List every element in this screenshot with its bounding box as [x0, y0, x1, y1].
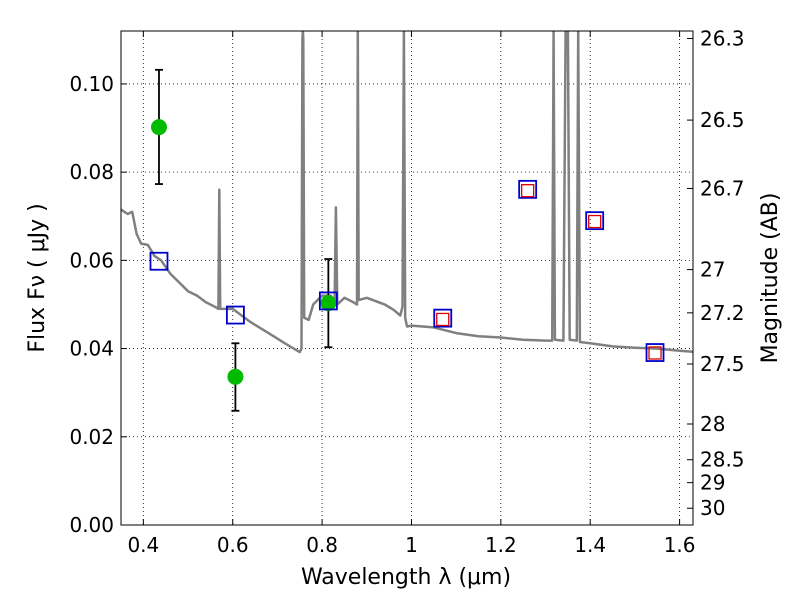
- x-axis-label: Wavelength λ (μm): [301, 565, 511, 590]
- plot-frame: [120, 30, 694, 526]
- y-tick-label: 0.02: [69, 425, 114, 449]
- model-square-red: [648, 346, 662, 360]
- y2-tick-label: 27.2: [700, 301, 745, 325]
- observed-point: [227, 368, 244, 385]
- model-square-blue: [149, 251, 169, 271]
- x-tick-label: 0.6: [217, 533, 249, 557]
- model-square-blue: [433, 308, 453, 328]
- x-tick-label: 1: [405, 533, 418, 557]
- observed-point: [320, 295, 337, 312]
- model-square-red: [436, 312, 450, 327]
- y2-tick-label: 29: [700, 471, 725, 495]
- y2-tick-label: 27: [700, 258, 725, 282]
- y2-tick-label: 26.5: [700, 108, 745, 132]
- x-tick-label: 1.4: [574, 533, 606, 557]
- observed-point: [150, 119, 167, 136]
- x-tick-label: 1.6: [664, 533, 696, 557]
- y-tick-label: 0.08: [69, 160, 114, 184]
- y2-axis-label: Magnitude (AB): [758, 193, 783, 364]
- grid: [121, 31, 693, 526]
- y-tick-label: 0.04: [69, 337, 114, 361]
- x-tick-label: 1.2: [485, 533, 517, 557]
- model-square-blue: [225, 305, 245, 325]
- x-tick-label: 0.8: [306, 533, 338, 557]
- axis-ticks: 0.4 0.6 0.8 1 1.2 1.4 1.6 0.00 0.02 0.04 0.06 0.08 0…: [69, 26, 744, 557]
- y2-tick-label: 26.7: [700, 176, 745, 200]
- y-tick-label: 0.10: [69, 72, 114, 96]
- y2-tick-label: 30: [700, 496, 725, 520]
- model-square-blue: [585, 211, 605, 231]
- photometry-markers: [149, 68, 665, 412]
- y-tick-label: 0.00: [69, 513, 114, 537]
- y-tick-label: 0.06: [69, 248, 114, 272]
- model-square-red: [588, 214, 602, 229]
- model-square-blue: [518, 179, 538, 199]
- y-axis-label: Flux Fν ( μJy ): [25, 203, 50, 352]
- y2-tick-label: 27.5: [700, 352, 745, 376]
- model-square-red: [521, 184, 535, 198]
- y2-tick-label: 26.3: [700, 26, 745, 50]
- spectrum-line: [121, 31, 693, 354]
- x-tick-label: 0.4: [127, 533, 159, 557]
- model-square-blue: [318, 291, 338, 311]
- y2-tick-label: 28: [700, 412, 725, 436]
- y2-tick-label: 28.5: [700, 448, 745, 472]
- spectrum-series: [121, 31, 693, 354]
- model-square-blue: [645, 343, 665, 362]
